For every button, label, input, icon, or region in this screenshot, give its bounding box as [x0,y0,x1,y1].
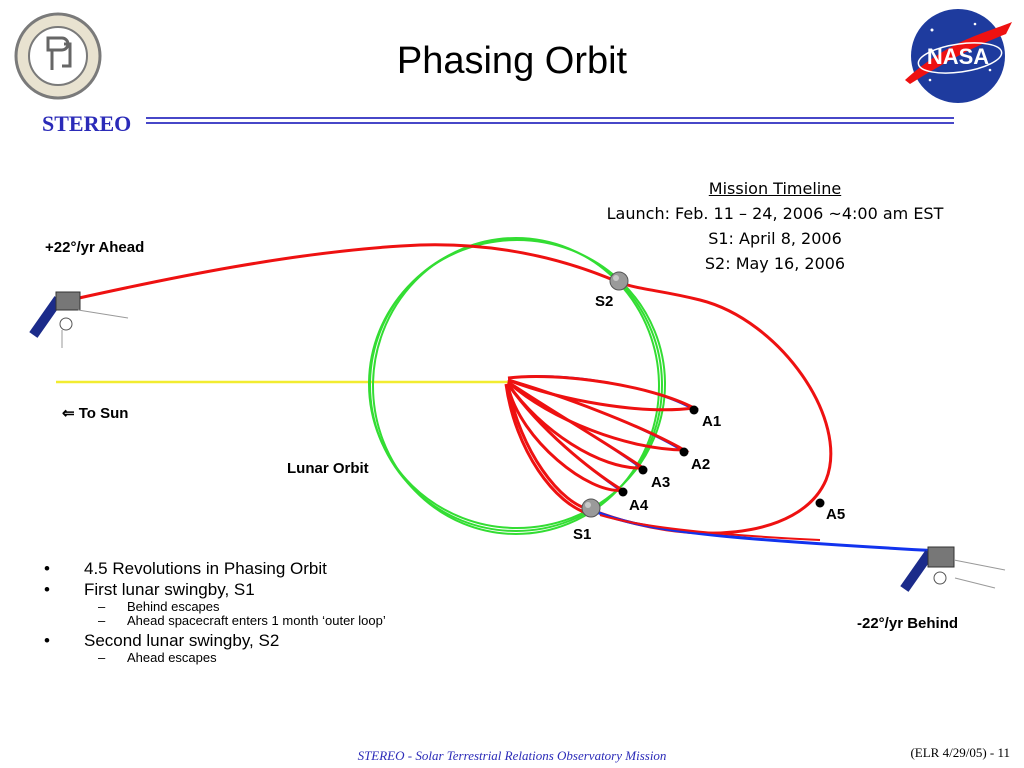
ahead-label: +22°/yr Ahead [45,239,145,256]
bullet-item: • Second lunar swingby, S2 [44,631,280,650]
moon-s2 [609,271,629,291]
moon-s1 [581,498,601,518]
apogee-marker-a5 [815,498,825,508]
timeline-launch: Launch: Feb. 11 – 24, 2006 ~4:00 am EST [606,204,944,223]
nasa-logo: NASA [905,9,1012,103]
apogee-marker-a2 [679,447,689,457]
sub-bullet-item: – Behind escapes [98,599,220,614]
ahead-trajectory [69,243,619,302]
sub-bullet-text: Ahead spacecraft enters 1 month ‘outer l… [127,613,386,628]
sub-bullet-item: – Ahead spacecraft enters 1 month ‘outer … [98,613,386,628]
timeline-s2: S2: May 16, 2006 [704,254,846,273]
apogee-label-a5: A5 [826,506,846,523]
header-rule-top [146,117,954,119]
bullet-item: • First lunar swingby, S1 [44,580,255,599]
sub-bullet-text: Ahead escapes [127,650,217,665]
apogee-marker-a4 [618,487,628,497]
apogee-label-a1: A1 [702,413,722,430]
spacecraft-ahead-icon [29,291,129,348]
jhu-seal-logo [14,12,102,100]
slide-title: Phasing Orbit [396,40,628,82]
footer-mission: STEREO - Solar Terrestrial Relations Obs… [357,748,667,763]
apogee-label-a2: A2 [691,456,711,473]
footer-page-number: (ELR 4/29/05) - 11 [910,745,1010,760]
header-rule-bottom [146,122,954,124]
apogee-label-a3: A3 [651,474,671,491]
behind-label: -22°/yr Behind [857,615,959,632]
lunar-orbit-label: Lunar Orbit [287,460,369,477]
timeline-heading: Mission Timeline [708,179,842,198]
brand-label: STEREO [42,111,132,136]
apogee-marker-a1 [689,405,699,415]
timeline-s1: S1: April 8, 2006 [708,229,842,248]
sub-bullet-item: – Ahead escapes [98,650,217,665]
swingby-label-s2: S2 [595,293,614,310]
mission-timeline: Mission Timeline Launch: Feb. 11 – 24, 2… [560,176,990,276]
spacecraft-behind-icon [900,546,1006,592]
bullet-text: First lunar swingby, S1 [84,580,255,599]
sub-bullet-text: Behind escapes [127,599,220,614]
lunar-orbit [368,237,666,535]
apogee-label-a4: A4 [629,497,649,514]
sun-label: ⇐ To Sun [62,405,129,422]
bullet-list: • 4.5 Revolutions in Phasing Orbit • First… [44,558,564,665]
outer-loop [504,280,833,535]
bullet-text: Second lunar swingby, S2 [84,631,280,650]
bullet-text: 4.5 Revolutions in Phasing Orbit [84,559,327,578]
behind-trajectory [591,508,941,553]
apogee-marker-a3 [638,465,648,475]
nasa-logo-text: NASA [927,44,989,69]
swingby-label-s1: S1 [573,526,592,543]
bullet-item: • 4.5 Revolutions in Phasing Orbit [44,559,327,578]
